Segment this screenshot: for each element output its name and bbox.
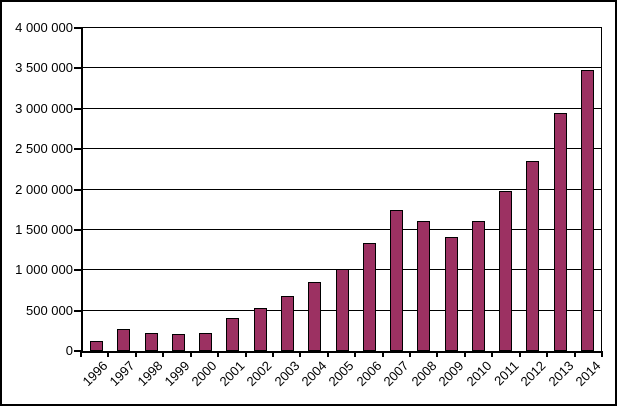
y-axis-label: 1 500 000 [15, 222, 73, 237]
x-axis-label: 2011 [491, 358, 522, 389]
y-tick [74, 148, 81, 150]
bar-2014 [581, 70, 594, 351]
x-axis-label: 2014 [572, 358, 604, 390]
y-tick [74, 67, 81, 69]
gridline [83, 229, 601, 230]
y-tick [74, 269, 81, 271]
x-tick [436, 351, 438, 357]
x-axis-label: 2007 [380, 358, 412, 390]
gridline [83, 148, 601, 149]
bar-2009 [445, 237, 458, 351]
x-tick [327, 351, 329, 357]
y-axis-label: 0 [65, 343, 73, 358]
x-axis-label: 2009 [435, 358, 467, 390]
bar-1998 [145, 333, 158, 351]
bar-2004 [308, 282, 321, 351]
bar-1997 [117, 329, 130, 351]
x-tick [135, 351, 137, 357]
plot-area [81, 27, 602, 353]
x-tick [80, 351, 82, 357]
bar-2007 [390, 210, 403, 351]
y-axis-label: 3 000 000 [15, 101, 73, 116]
bar-2005 [336, 269, 349, 351]
x-tick [546, 351, 548, 357]
x-axis-label: 2002 [243, 358, 275, 390]
x-axis-label: 2012 [517, 358, 549, 390]
y-tick [74, 27, 81, 29]
bar-2001 [226, 318, 239, 351]
x-axis-label: 2006 [353, 358, 385, 390]
x-axis-label: 1998 [134, 358, 166, 390]
y-axis-label: 2 500 000 [15, 141, 73, 156]
y-tick [74, 350, 81, 352]
gridline [83, 67, 601, 68]
y-tick [74, 189, 81, 191]
bar-2002 [254, 308, 267, 351]
x-axis-label: 2003 [271, 358, 303, 390]
x-axis-label: 2005 [325, 358, 357, 390]
y-axis-label: 3 500 000 [15, 60, 73, 75]
x-tick [574, 351, 576, 357]
bar-2013 [554, 113, 567, 351]
x-tick [190, 351, 192, 357]
bar-1996 [90, 341, 103, 351]
bar-1999 [172, 334, 185, 351]
x-tick [409, 351, 411, 357]
x-tick [491, 351, 493, 357]
x-axis-label: 1997 [106, 358, 138, 390]
x-axis-label: 2013 [545, 358, 577, 390]
x-axis-label: 1999 [161, 358, 193, 390]
x-tick [245, 351, 247, 357]
x-axis-label: 2010 [463, 358, 495, 390]
x-tick [107, 351, 109, 357]
x-tick [354, 351, 356, 357]
x-tick [162, 351, 164, 357]
bar-2000 [199, 333, 212, 351]
gridline [83, 189, 601, 190]
y-axis-label: 4 000 000 [15, 20, 73, 35]
x-tick [217, 351, 219, 357]
y-tick [74, 229, 81, 231]
x-axis-label: 2001 [216, 358, 248, 390]
x-tick [272, 351, 274, 357]
x-tick [601, 351, 603, 357]
x-axis-label: 1996 [79, 358, 111, 390]
x-axis-label: 2004 [298, 358, 330, 390]
x-tick [299, 351, 301, 357]
x-tick [382, 351, 384, 357]
y-axis-label: 2 000 000 [15, 182, 73, 197]
y-axis-label: 500 000 [26, 303, 73, 318]
y-tick [74, 310, 81, 312]
x-axis-label: 2000 [188, 358, 220, 390]
y-tick [74, 108, 81, 110]
bar-2008 [417, 221, 430, 351]
bar-2006 [363, 243, 376, 351]
bar-2012 [526, 161, 539, 351]
x-tick [519, 351, 521, 357]
bar-2003 [281, 296, 294, 351]
x-axis-label: 2008 [408, 358, 440, 390]
y-axis-label: 1 000 000 [15, 262, 73, 277]
gridline [83, 108, 601, 109]
bar-2011 [499, 191, 512, 351]
bar-2010 [472, 221, 485, 351]
x-tick [464, 351, 466, 357]
